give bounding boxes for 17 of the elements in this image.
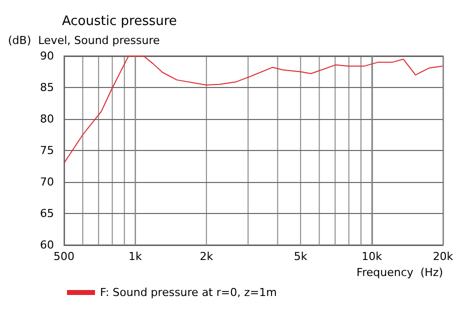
chart-title: Acoustic pressure xyxy=(62,14,177,29)
y-tick-label: 90 xyxy=(40,50,54,62)
y-tick-label: 70 xyxy=(40,176,54,188)
y-tick-label: 80 xyxy=(40,112,54,126)
x-tick-label: 2k xyxy=(200,250,214,263)
x-tick-label: 1k xyxy=(128,250,143,263)
legend-label: F: Sound pressure at r=0, z=1m xyxy=(100,286,277,299)
x-tick-label: 5k xyxy=(294,250,308,263)
y-tick-label: 75 xyxy=(40,144,54,157)
y-tick-label: 85 xyxy=(40,81,54,94)
y-tick-label: 60 xyxy=(40,238,54,252)
y-tick-label: 65 xyxy=(40,207,54,220)
x-tick-label: 10k xyxy=(362,250,383,263)
y-axis-title: (dB) Level, Sound pressure xyxy=(8,34,160,47)
x-axis-title: Frequency (Hz) xyxy=(356,266,443,279)
x-tick-label: 20k xyxy=(432,250,454,263)
x-tick-label: 500 xyxy=(54,250,74,263)
